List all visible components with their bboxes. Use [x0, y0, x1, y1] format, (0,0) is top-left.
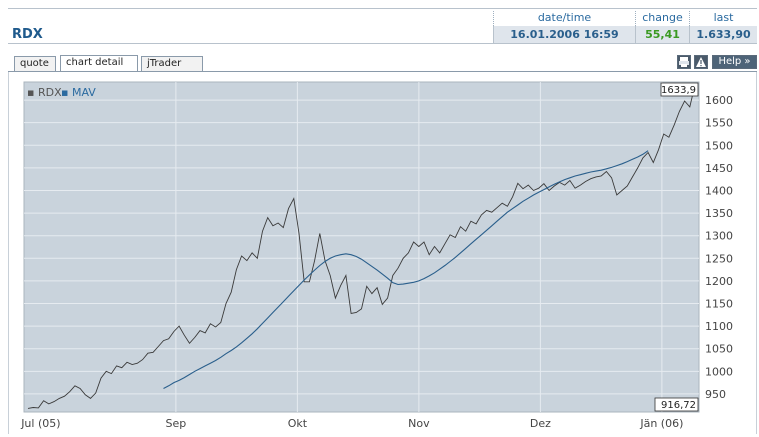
tab-chart-detail-label: chart detail — [66, 57, 124, 68]
legend-rdx: ▪ RDX — [27, 86, 62, 99]
y-axis-ticks: 950 1000 1050 1100 1150 1200 1250 1300 1350 1400 1… — [705, 94, 733, 401]
y-tick-label: 1150 — [705, 298, 733, 311]
y-tick-label: 1600 — [705, 94, 733, 107]
symbol-label: RDX — [12, 27, 43, 42]
x-tick-label: Okt — [288, 417, 308, 430]
y-tick-label: 1250 — [705, 252, 733, 265]
last-value: 1.633,90 — [689, 26, 757, 43]
series-mav — [163, 150, 649, 389]
print-icon — [679, 57, 689, 67]
legend: ▪ RDX ▪ MAV — [27, 86, 96, 99]
gridlines — [24, 82, 699, 412]
last-label: last — [689, 11, 757, 26]
y-tick-label: 1100 — [705, 320, 733, 333]
y-tick-label: 1450 — [705, 162, 733, 175]
y-tick-label: 1300 — [705, 230, 733, 243]
y-tick-label: 1200 — [705, 275, 733, 288]
plot-background — [23, 81, 700, 413]
max-label-box — [660, 82, 699, 97]
max-label: 1633,9 — [661, 85, 696, 96]
print-button[interactable] — [677, 55, 691, 69]
extreme-labels: 1633,9 916,72 — [654, 82, 699, 412]
change-value: 55,41 — [635, 26, 689, 43]
change-label: change — [635, 11, 689, 26]
tab-divider — [8, 71, 757, 72]
datetime-value: 16.01.2006 16:59 — [493, 26, 635, 43]
tab-jtrader[interactable]: jTrader — [141, 56, 203, 71]
x-tick-label: Sep — [166, 417, 187, 430]
warning-icon — [696, 57, 706, 67]
x-tick-label: Nov — [408, 417, 430, 430]
y-tick-label: 1550 — [705, 117, 733, 130]
tab-quote-label: quote — [20, 58, 49, 69]
y-tick-label: 1050 — [705, 343, 733, 356]
min-label-box — [654, 397, 699, 412]
x-axis-ticks: Jul (05) Sep Okt Nov Dez Jän (06) — [20, 417, 683, 430]
y-tick-label: 1400 — [705, 184, 733, 197]
x-tick-label: Jul (05) — [20, 417, 60, 430]
y-tick-label: 1500 — [705, 139, 733, 152]
tab-chart-detail[interactable]: chart detail — [60, 55, 138, 72]
quote-header: RDX date/time change last 16.01.2006 16:… — [8, 8, 757, 44]
tab-jtrader-label: jTrader — [147, 58, 182, 69]
x-tick-label: Jän (06) — [639, 417, 683, 430]
tab-quote[interactable]: quote — [14, 56, 56, 71]
legend-mav: ▪ MAV — [61, 86, 96, 99]
y-tick-label: 1350 — [705, 207, 733, 220]
chart-frame: ▪ RDX ▪ MAV 950 1000 1050 1100 1150 1200 1250 1… — [8, 72, 757, 434]
alert-button[interactable] — [694, 55, 708, 69]
series-lines — [27, 84, 696, 409]
y-tick-label: 1000 — [705, 365, 733, 378]
min-label: 916,72 — [661, 400, 696, 411]
series-rdx — [27, 84, 696, 409]
datetime-label: date/time — [493, 11, 635, 26]
price-chart: ▪ RDX ▪ MAV 950 1000 1050 1100 1150 1200 1250 1… — [20, 81, 733, 430]
help-button[interactable]: Help » — [712, 55, 757, 69]
y-tick-label: 950 — [705, 388, 726, 401]
x-tick-label: Dez — [530, 417, 551, 430]
